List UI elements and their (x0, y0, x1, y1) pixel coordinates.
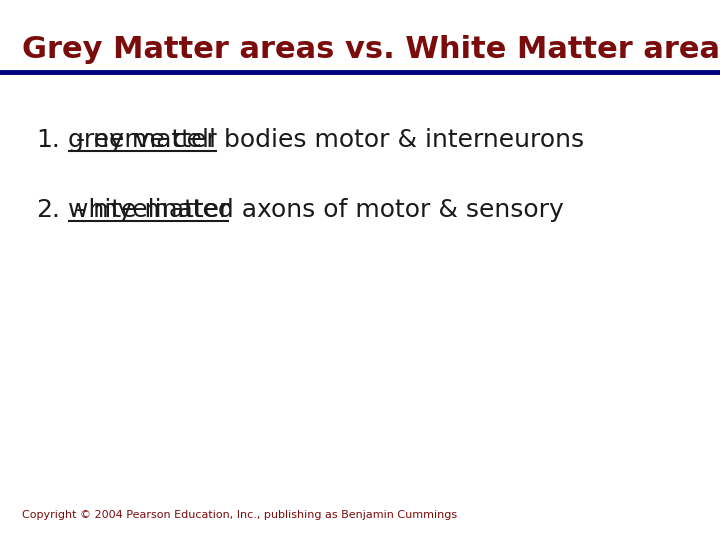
Text: - myelinated axons of motor & sensory: - myelinated axons of motor & sensory (68, 198, 564, 222)
Text: white matter: white matter (68, 198, 230, 222)
Text: - nerve cell bodies motor & interneurons: - nerve cell bodies motor & interneurons (68, 128, 584, 152)
Text: 1.: 1. (36, 128, 60, 152)
Text: 2.: 2. (36, 198, 60, 222)
Text: Grey Matter areas vs. White Matter areas: Grey Matter areas vs. White Matter areas (22, 35, 720, 64)
Text: Copyright © 2004 Pearson Education, Inc., publishing as Benjamin Cummings: Copyright © 2004 Pearson Education, Inc.… (22, 510, 457, 520)
Text: grey matter: grey matter (68, 128, 217, 152)
